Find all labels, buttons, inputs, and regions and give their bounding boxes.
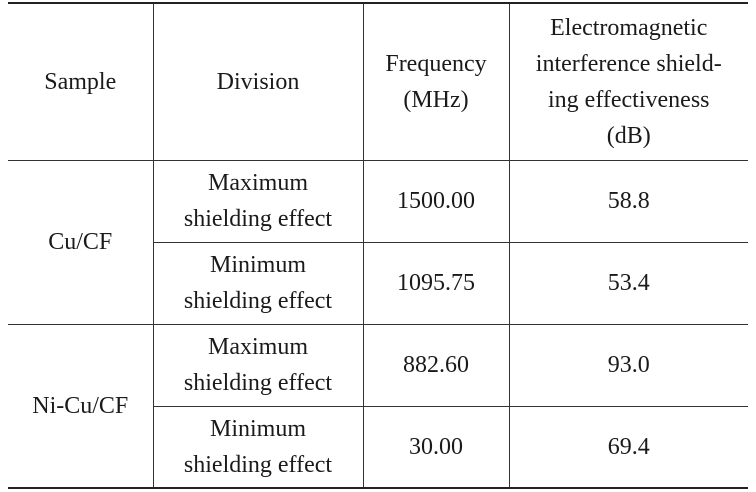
frequency-cell: 1500.00 bbox=[362, 160, 509, 243]
table-row: Ni-Cu/CF Maximum shielding effect 882.60… bbox=[8, 324, 748, 489]
frequency-cell: 1095.75 bbox=[362, 242, 509, 325]
table-row: Cu/CF Maximum shielding effect 1500.00 5… bbox=[8, 160, 748, 325]
table-header: Sample Division Frequency (MHz) Electrom… bbox=[8, 2, 748, 161]
header-division: Division bbox=[152, 2, 363, 161]
table-row: Minimum shielding effect 1095.75 53.4 bbox=[8, 242, 748, 325]
frequency-cell: 882.60 bbox=[362, 324, 509, 407]
emi-cell: 69.4 bbox=[508, 406, 748, 489]
header-frequency: Frequency (MHz) bbox=[362, 2, 509, 161]
division-cell: Minimum shielding effect bbox=[152, 406, 363, 489]
frequency-cell: 30.00 bbox=[362, 406, 509, 489]
sample-cell: Ni-Cu/CF bbox=[8, 324, 153, 489]
emi-cell: 93.0 bbox=[508, 324, 748, 407]
shielding-table: Sample Division Frequency (MHz) Electrom… bbox=[8, 2, 748, 489]
division-cell: Minimum shielding effect bbox=[152, 242, 363, 325]
emi-cell: 58.8 bbox=[508, 160, 748, 243]
emi-cell: 53.4 bbox=[508, 242, 748, 325]
header-emi-effectiveness: Electromagnetic interference shield- ing… bbox=[508, 2, 748, 161]
division-cell: Maximum shielding effect bbox=[152, 160, 363, 243]
sample-cell: Cu/CF bbox=[8, 160, 153, 325]
table-body: Cu/CF Maximum shielding effect 1500.00 5… bbox=[8, 160, 748, 489]
table-row: Minimum shielding effect 30.00 69.4 bbox=[8, 406, 748, 489]
division-cell: Maximum shielding effect bbox=[152, 324, 363, 407]
header-row: Sample Division Frequency (MHz) Electrom… bbox=[8, 2, 748, 161]
header-sample: Sample bbox=[8, 2, 153, 161]
